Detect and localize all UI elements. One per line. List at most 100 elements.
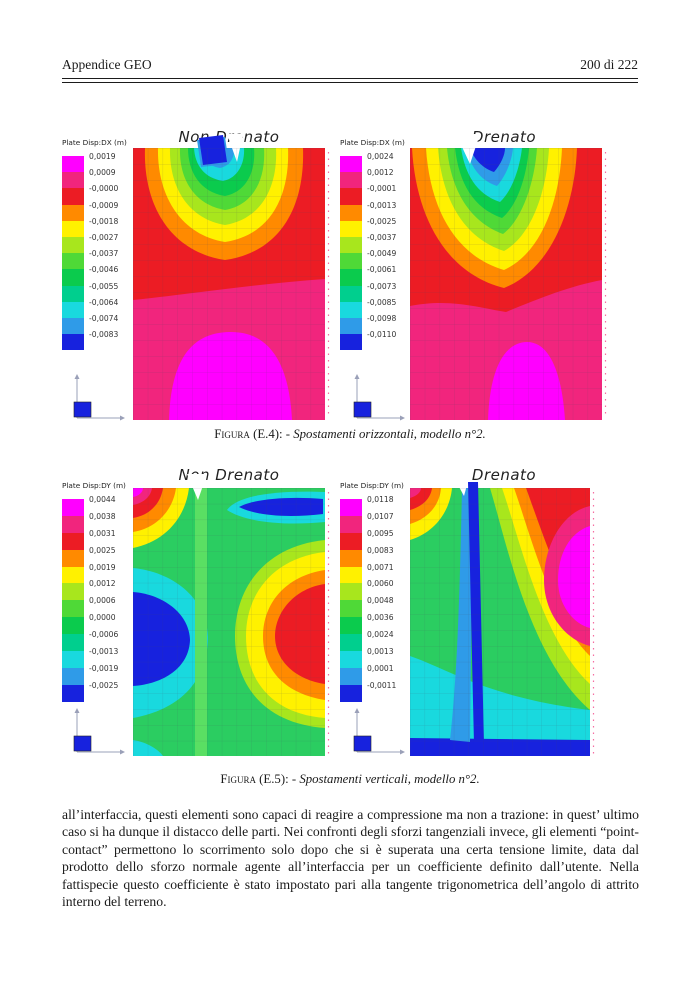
caption-label: Figura (E.4): - (214, 427, 291, 441)
legend-value: -0,0013 (367, 200, 397, 210)
legend-swatch (340, 583, 362, 601)
legend-swatch (62, 651, 84, 668)
legend-scale: 0,0019 0,0009 -0,0000 -0,0009 -0,0018 -0,0027… (62, 152, 134, 351)
legend-value: -0,0013 (89, 647, 119, 657)
legend-row: 0,0060 (340, 579, 412, 601)
legend-row: -0,0049 (340, 249, 412, 270)
legend-swatch (62, 156, 84, 173)
fe-mesh-grid (133, 488, 325, 756)
legend-value: 0,0048 (367, 596, 394, 606)
legend-swatch (62, 220, 84, 237)
legend-value: 0,0038 (89, 511, 116, 521)
legend-value: -0,0055 (89, 281, 119, 291)
legend-title: Plate Disp:DY (m) (340, 481, 404, 490)
legend-row: 0,0013 (340, 647, 412, 668)
plot-title-e5-drenato: Drenato (471, 466, 537, 484)
legend-scale: 0,0044 0,0038 0,0031 0,0025 0,0019 0,0012 0,00… (62, 495, 134, 702)
legend-value: 0,0031 (89, 528, 116, 538)
legend-swatch (340, 334, 362, 351)
legend-value: -0,0011 (367, 680, 397, 690)
legend-e4-non-drenato: Plate Disp:DX (m) 0,0019 0,0009 -0,0000 -0,… (62, 138, 134, 351)
caption-text: Spostamenti orizzontali, modello n°2. (293, 427, 486, 441)
legend-swatch (340, 600, 362, 618)
legend-row: 0,0006 (62, 596, 134, 618)
contour-plot-dy-drenato (410, 474, 595, 756)
legend-swatch (62, 317, 84, 335)
header-left: Appendice GEO (62, 57, 152, 72)
legend-swatch (340, 172, 362, 189)
header-rule (62, 78, 638, 83)
legend-e5-drenato: Plate Disp:DY (m) 0,0118 0,0107 0,0095 0,00… (340, 481, 412, 702)
legend-swatch (340, 651, 362, 668)
legend-swatch (340, 301, 362, 318)
legend-swatch (62, 204, 84, 221)
legend-swatch (62, 172, 84, 189)
legend-swatch (62, 667, 84, 685)
legend-e5-non-drenato: Plate Disp:DY (m) 0,0044 0,0038 0,0031 0,00… (62, 481, 134, 702)
legend-value: 0,0095 (367, 528, 394, 538)
legend-value: -0,0049 (367, 249, 397, 259)
plot-title-e4-drenato: Drenato (471, 128, 537, 146)
legend-value: -0,0037 (89, 249, 119, 259)
excavation-notch (187, 474, 207, 500)
page-header: Appendice GEO 200 di 222 (62, 57, 638, 73)
legend-row: -0,0061 (340, 265, 412, 286)
legend-swatch (340, 617, 362, 635)
legend-swatch (340, 684, 362, 702)
fe-mesh-grid (410, 488, 590, 756)
legend-value: 0,0006 (89, 596, 116, 606)
legend-swatch (340, 269, 362, 286)
legend-value: 0,0024 (367, 630, 394, 640)
contour-plot-dy-non-drenato (133, 474, 330, 756)
legend-value: -0,0001 (367, 184, 397, 194)
legend-value: 0,0107 (367, 511, 394, 521)
axis-origin-icon (73, 708, 125, 755)
legend-swatch (62, 188, 84, 205)
legend-value: 0,0012 (367, 168, 394, 178)
legend-row: -0,0083 (62, 330, 134, 351)
legend-swatch (340, 566, 362, 584)
legend-swatch (62, 549, 84, 567)
legend-swatch (340, 499, 362, 516)
legend-row: 0,0048 (340, 596, 412, 618)
legend-row: 0,0118 (340, 495, 412, 516)
legend-row: 0,0009 (62, 168, 134, 189)
figure-caption-e5: Figura (E.5): - Spostamenti verticali, m… (62, 772, 638, 787)
legend-value: 0,0019 (89, 152, 116, 161)
legend-value: -0,0025 (367, 216, 397, 226)
legend-value: 0,0060 (367, 579, 394, 589)
legend-swatch (62, 515, 84, 533)
legend-title: Plate Disp:DY (m) (62, 481, 126, 490)
legend-row: -0,0019 (62, 664, 134, 685)
legend-value: 0,0024 (367, 152, 394, 161)
body-paragraph: all’interfaccia, questi elementi sono ca… (62, 807, 639, 910)
legend-e4-drenato: Plate Disp:DX (m) 0,0024 0,0012 -0,0001 -0,… (340, 138, 412, 351)
legend-swatch (62, 583, 84, 601)
legend-swatch (340, 317, 362, 335)
legend-row: -0,0085 (340, 298, 412, 318)
legend-row: -0,0074 (62, 314, 134, 335)
legend-row: 0,0071 (340, 563, 412, 584)
legend-row: -0,0073 (340, 282, 412, 302)
legend-swatch (340, 204, 362, 221)
legend-row: -0,0025 (340, 217, 412, 237)
legend-row: -0,0098 (340, 314, 412, 335)
legend-row: -0,0046 (62, 265, 134, 286)
legend-row: -0,0037 (62, 249, 134, 270)
axis-origin-icon (353, 708, 405, 755)
legend-value: -0,0018 (89, 216, 119, 226)
legend-row: 0,0012 (62, 579, 134, 601)
legend-value: -0,0085 (367, 297, 397, 307)
legend-swatch (340, 253, 362, 270)
legend-value: 0,0019 (89, 562, 116, 572)
legend-row: 0,0038 (62, 512, 134, 533)
legend-swatch (62, 600, 84, 618)
legend-row: 0,0025 (62, 546, 134, 567)
legend-swatch (62, 269, 84, 286)
legend-value: 0,0000 (89, 613, 116, 623)
legend-swatch (62, 532, 84, 550)
legend-swatch (340, 188, 362, 205)
legend-value: 0,0118 (367, 495, 394, 504)
fe-mesh-grid (133, 148, 325, 420)
legend-value: -0,0083 (89, 330, 119, 340)
